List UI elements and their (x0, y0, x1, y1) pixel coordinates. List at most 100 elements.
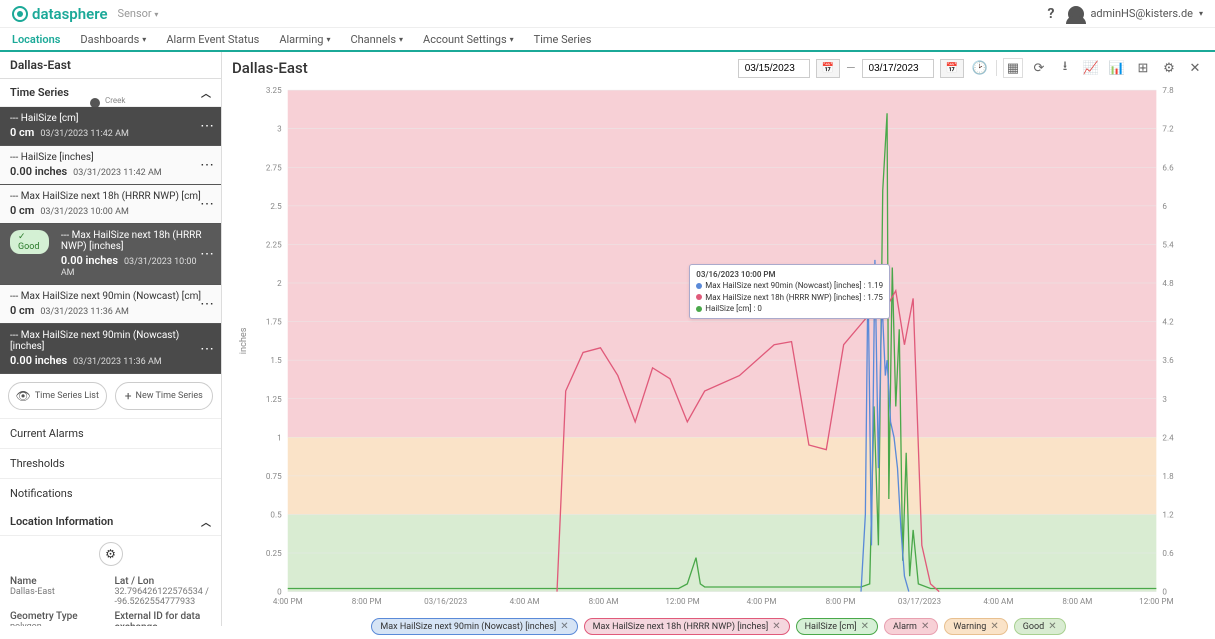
svg-text:1.2: 1.2 (1162, 509, 1174, 519)
brand-logo[interactable]: datasphere (12, 5, 108, 23)
close-icon[interactable]: ✕ (990, 621, 998, 632)
locinfo-geom-label: Geometry Type (10, 611, 107, 622)
table-icon[interactable]: ⊞ (1133, 58, 1153, 78)
locinfo-geom-value: polygon (10, 622, 107, 626)
brand-icon (12, 6, 28, 22)
new-time-series-button[interactable]: + New Time Series (115, 382, 214, 410)
plus-icon: + (125, 389, 132, 403)
date-from-input[interactable] (738, 59, 810, 78)
chart-tooltip: 03/16/2023 10:00 PMMax HailSize next 90m… (689, 264, 890, 319)
svg-text:12:00 PM: 12:00 PM (665, 596, 699, 606)
svg-text:6.6: 6.6 (1162, 162, 1174, 172)
date-range-separator: — (846, 61, 855, 75)
location-title: Dallas-East (0, 52, 221, 78)
more-icon[interactable]: ⋯ (200, 118, 213, 134)
svg-text:1.75: 1.75 (266, 317, 282, 327)
settings-icon[interactable]: ⚙ (1159, 58, 1179, 78)
calendar-to-button[interactable]: 📅 (940, 59, 964, 78)
svg-text:8:00 PM: 8:00 PM (352, 596, 382, 606)
time-series-item[interactable]: --- HailSize [cm]0 cm03/31/2023 11:42 AM… (0, 107, 221, 146)
legend-chip[interactable]: Good✕ (1014, 618, 1066, 635)
refresh-icon[interactable]: ⟳ (1029, 58, 1049, 78)
svg-text:7.8: 7.8 (1162, 85, 1174, 95)
time-series-list: --- HailSize [cm]0 cm03/31/2023 11:42 AM… (0, 107, 221, 374)
download-icon[interactable]: ⭳ (1055, 58, 1075, 78)
svg-text:0.25: 0.25 (266, 548, 282, 558)
locinfo-latlon-value: 32.796426122576534 / -96.5262554777933 (115, 587, 212, 607)
calendar-icon: 📅 (822, 63, 834, 74)
time-series-item[interactable]: --- Max HailSize next 18h (HRRR NWP) [cm… (0, 185, 221, 224)
help-icon[interactable]: ? (1047, 6, 1054, 22)
time-series-list-button[interactable]: 👁 Time Series List (8, 382, 107, 410)
close-icon[interactable]: ✕ (560, 621, 568, 632)
legend-chip[interactable]: Warning✕ (944, 618, 1007, 635)
svg-text:0.5: 0.5 (270, 509, 282, 519)
location-settings-button[interactable]: ⚙ (99, 542, 123, 566)
more-icon[interactable]: ⋯ (200, 157, 213, 173)
time-series-item[interactable]: --- Max HailSize next 90min (Nowcast) [i… (0, 324, 221, 374)
sensor-dropdown[interactable]: Sensor ▾ (118, 7, 159, 20)
svg-text:3.25: 3.25 (266, 85, 282, 95)
more-icon[interactable]: ⋯ (200, 341, 213, 357)
section-notifications[interactable]: Notifications (0, 478, 221, 508)
close-icon[interactable]: ✕ (861, 621, 869, 632)
main-header: Dallas-East 📅 — 📅 🕑 ▦ ⟳ ⭳ 📈 📊 ⊞ ⚙ ✕ (232, 56, 1205, 84)
location-info-grid: Name Dallas-East Lat / Lon 32.7964261225… (0, 572, 221, 626)
svg-text:4.8: 4.8 (1162, 278, 1174, 288)
nav-time-series[interactable]: Time Series (534, 29, 592, 50)
more-icon[interactable]: ⋯ (200, 296, 213, 312)
nav-locations[interactable]: Locations (12, 29, 60, 52)
location-info-header[interactable]: Location Information ︿ (0, 508, 221, 536)
close-icon[interactable]: ✕ (1185, 58, 1205, 78)
section-thresholds[interactable]: Thresholds (0, 448, 221, 478)
chevron-down-icon: ▾ (1199, 9, 1203, 18)
svg-text:4:00 AM: 4:00 AM (510, 596, 540, 606)
calendar-from-button[interactable]: 📅 (816, 59, 840, 78)
page-title: Dallas-East (232, 59, 308, 77)
svg-text:4:00 AM: 4:00 AM (983, 596, 1013, 606)
chart-bar-icon[interactable]: 📊 (1107, 58, 1127, 78)
nav-alarm-event-status[interactable]: Alarm Event Status (166, 29, 259, 50)
nav-account-settings[interactable]: Account Settings ▾ (423, 29, 514, 50)
legend-chip[interactable]: Max HailSize next 18h (HRRR NWP) [inches… (584, 618, 790, 635)
time-series-item[interactable]: --- HailSize [inches]0.00 inches03/31/20… (0, 146, 221, 185)
more-icon[interactable]: ⋯ (200, 196, 213, 212)
locinfo-latlon-label: Lat / Lon (115, 576, 212, 587)
close-icon[interactable]: ✕ (772, 621, 780, 632)
date-to-input[interactable] (862, 59, 934, 78)
user-email: adminHS@kisters.de (1090, 7, 1193, 20)
chart-svg: 00.250.50.7511.251.51.7522.252.52.7533.2… (232, 84, 1205, 614)
svg-text:4.2: 4.2 (1162, 317, 1174, 327)
close-icon[interactable]: ✕ (921, 621, 929, 632)
grid-view-icon[interactable]: ▦ (1003, 58, 1023, 78)
gear-icon: ⚙ (105, 547, 116, 561)
nav-channels[interactable]: Channels ▾ (350, 29, 403, 50)
main-nav: Locations Dashboards ▾ Alarm Event Status A… (0, 28, 1215, 52)
top-bar: datasphere Sensor ▾ ? adminHS@kisters.de… (0, 0, 1215, 28)
legend-chip[interactable]: HailSize [cm]✕ (796, 618, 878, 635)
svg-text:2.5: 2.5 (270, 201, 282, 211)
time-series-item[interactable]: --- Max HailSize next 90min (Nowcast) [c… (0, 285, 221, 324)
chevron-down-icon: ▾ (154, 10, 158, 19)
user-icon (1068, 6, 1084, 22)
chart-line-icon[interactable]: 📈 (1081, 58, 1101, 78)
svg-text:2: 2 (277, 278, 282, 288)
legend-chip[interactable]: Alarm✕ (884, 618, 938, 635)
chevron-up-icon: ︿ (201, 514, 211, 529)
chevron-down-icon: ▾ (142, 35, 146, 44)
time-series-item[interactable]: Good--- Max HailSize next 18h (HRRR NWP)… (0, 224, 221, 285)
close-icon[interactable]: ✕ (1048, 621, 1056, 632)
svg-text:0.75: 0.75 (266, 471, 282, 481)
svg-text:4:00 PM: 4:00 PM (273, 596, 303, 606)
chart-area[interactable]: 00.250.50.7511.251.51.7522.252.52.7533.2… (232, 84, 1205, 614)
locinfo-name-label: Name (10, 576, 107, 587)
main-panel: Dallas-East 📅 — 📅 🕑 ▦ ⟳ ⭳ 📈 📊 ⊞ ⚙ ✕ 00.2… (222, 52, 1215, 626)
nav-dashboards[interactable]: Dashboards ▾ (80, 29, 146, 50)
user-menu[interactable]: adminHS@kisters.de ▾ (1068, 6, 1203, 22)
nav-alarming[interactable]: Alarming ▾ (279, 29, 330, 50)
map-thumbnail[interactable]: Creek (0, 78, 221, 79)
clock-icon[interactable]: 🕑 (970, 58, 990, 78)
section-current-alarms[interactable]: Current Alarms (0, 418, 221, 448)
legend-chip[interactable]: Max HailSize next 90min (Nowcast) [inche… (371, 618, 577, 635)
more-icon[interactable]: ⋯ (200, 246, 213, 262)
